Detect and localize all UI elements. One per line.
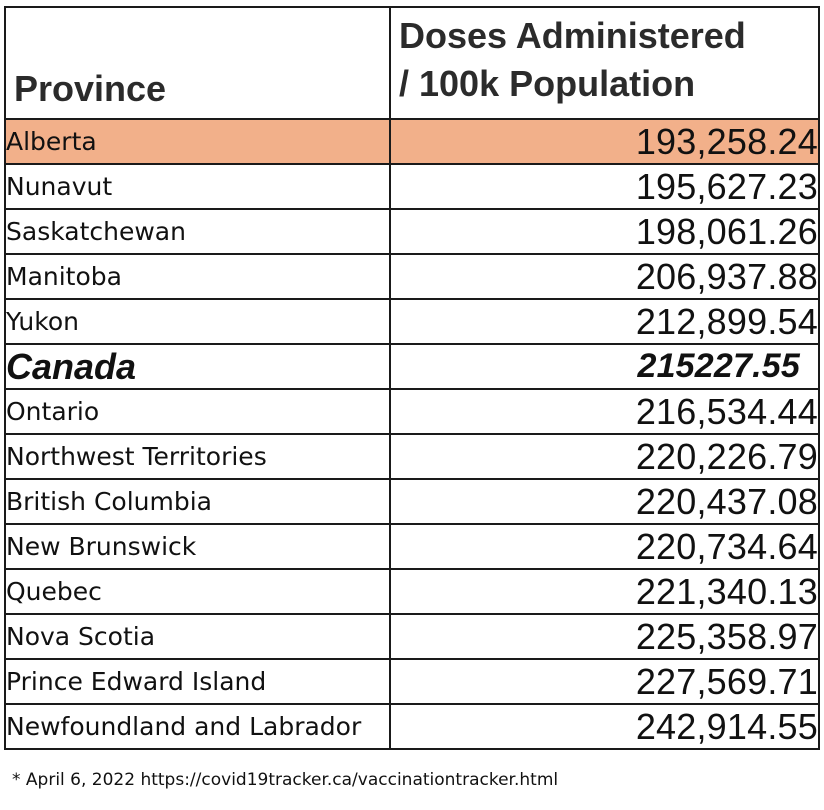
table-row: Manitoba 206,937.88	[4, 253, 820, 300]
source-footnote: * April 6, 2022 https://covid19tracker.c…	[12, 770, 559, 790]
doses-cell: 242,914.55	[389, 703, 820, 750]
table-row: Quebec 221,340.13	[4, 568, 820, 615]
province-cell: Alberta	[4, 118, 391, 165]
table-row: Saskatchewan 198,061.26	[4, 208, 820, 255]
province-cell: Northwest Territories	[4, 433, 391, 480]
province-cell: Quebec	[4, 568, 391, 615]
doses-cell: 193,258.24	[389, 118, 820, 165]
doses-cell: 198,061.26	[389, 208, 820, 255]
doses-cell: 212,899.54	[389, 298, 820, 345]
table-row: British Columbia 220,437.08	[4, 478, 820, 525]
table-row: Northwest Territories 220,226.79	[4, 433, 820, 480]
province-cell: British Columbia	[4, 478, 391, 525]
doses-cell: 220,437.08	[389, 478, 820, 525]
header-row: Province Doses Administered / 100k Popul…	[4, 6, 820, 120]
doses-cell: 221,340.13	[389, 568, 820, 615]
table-row: Alberta 193,258.24	[4, 118, 820, 165]
table-row: Nunavut 195,627.23	[4, 163, 820, 210]
table-row: New Brunswick 220,734.64	[4, 523, 820, 570]
table-row-total: Canada 215227.55	[4, 343, 820, 390]
province-cell: Prince Edward Island	[4, 658, 391, 705]
province-cell: New Brunswick	[4, 523, 391, 570]
doses-cell: 227,569.71	[389, 658, 820, 705]
table-body: Alberta 193,258.24 Nunavut 195,627.23 Sa…	[4, 118, 820, 750]
doses-cell: 220,226.79	[389, 433, 820, 480]
doses-cell: 195,627.23	[389, 163, 820, 210]
province-cell: Manitoba	[4, 253, 391, 300]
table-row: Prince Edward Island 227,569.71	[4, 658, 820, 705]
table-row: Ontario 216,534.44	[4, 388, 820, 435]
province-cell: Canada	[4, 343, 391, 390]
doses-cell: 220,734.64	[389, 523, 820, 570]
table-row: Nova Scotia 225,358.97	[4, 613, 820, 660]
table-row: Newfoundland and Labrador 242,914.55	[4, 703, 820, 750]
header-province: Province	[4, 6, 391, 120]
province-cell: Newfoundland and Labrador	[4, 703, 391, 750]
doses-cell: 215227.55	[389, 343, 820, 390]
table-row: Yukon 212,899.54	[4, 298, 820, 345]
province-cell: Yukon	[4, 298, 391, 345]
header-doses-line2: / 100k Population	[399, 63, 696, 104]
province-cell: Ontario	[4, 388, 391, 435]
province-cell: Saskatchewan	[4, 208, 391, 255]
province-cell: Nova Scotia	[4, 613, 391, 660]
doses-cell: 206,937.88	[389, 253, 820, 300]
doses-cell: 225,358.97	[389, 613, 820, 660]
header-doses-line1: Doses Administered	[399, 15, 746, 56]
doses-cell: 216,534.44	[389, 388, 820, 435]
province-cell: Nunavut	[4, 163, 391, 210]
header-doses: Doses Administered / 100k Population	[389, 6, 820, 120]
doses-table: Province Doses Administered / 100k Popul…	[4, 6, 820, 750]
